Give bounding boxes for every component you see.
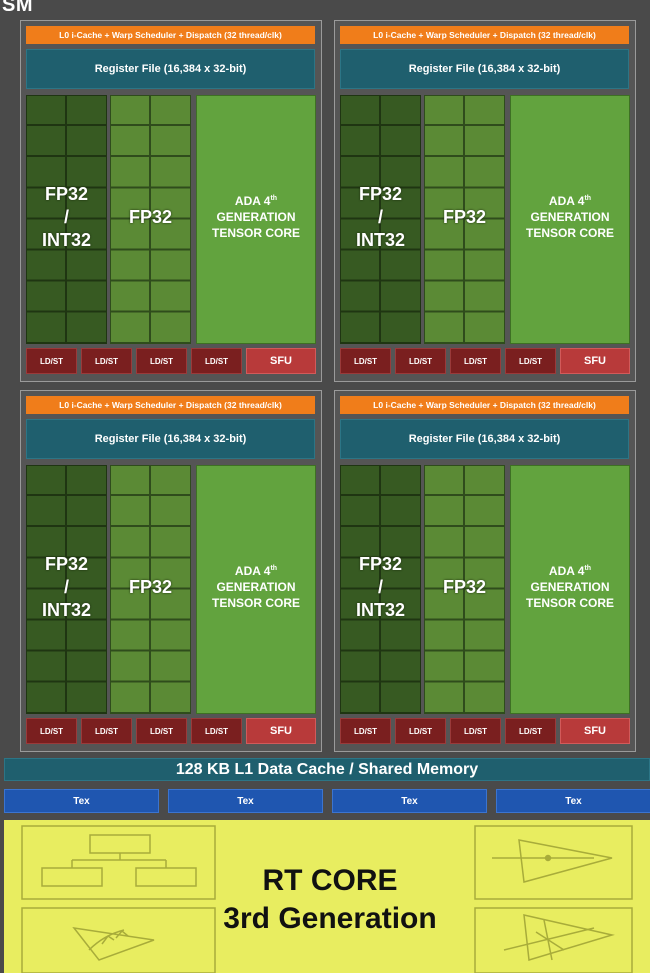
tensor-core-block xyxy=(510,465,630,714)
bvh-tree-panel xyxy=(21,825,216,900)
fp-int-line1: FP32 xyxy=(358,554,403,574)
icache-warp-scheduler-bar: L0 i-Cache + Warp Scheduler + Dispatch (… xyxy=(340,26,629,44)
fp-int-line1: FP32 xyxy=(44,184,89,204)
fp-int-line1: FP32 xyxy=(358,184,403,204)
ldst-unit: LD/ST xyxy=(26,348,77,374)
ldst-unit: LD/ST xyxy=(340,718,391,744)
register-file-block: Register File (16,384 x 32-bit) xyxy=(26,49,315,89)
tensor-line3: TENSOR CORE xyxy=(525,226,614,240)
tensor-line3: TENSOR CORE xyxy=(211,596,300,610)
tex-unit: Tex xyxy=(332,789,487,813)
processing-block-4: L0 i-Cache + Warp Scheduler + Dispatch (… xyxy=(334,390,636,752)
rt-core-title-line1: RT CORE xyxy=(262,864,398,897)
fp-int-line3: INT32 xyxy=(41,600,92,620)
tensor-line1: ADA 4th xyxy=(234,564,278,578)
icache-warp-scheduler-bar: L0 i-Cache + Warp Scheduler + Dispatch (… xyxy=(340,396,629,414)
ldst-unit: LD/ST xyxy=(395,718,446,744)
fp-int-line2: / xyxy=(63,577,69,597)
tensor-core-label: ADA 4th GENERATION TENSOR CORE xyxy=(510,563,630,611)
tensor-line2: GENERATION xyxy=(216,210,296,224)
ldst-unit: LD/ST xyxy=(81,348,132,374)
sfu-unit: SFU xyxy=(560,348,630,374)
tensor-core-block xyxy=(196,465,316,714)
fp32-int32-cores-grid xyxy=(340,95,421,344)
ldst-unit: LD/ST xyxy=(191,718,242,744)
ldst-unit: LD/ST xyxy=(136,348,187,374)
box-traversal-panel xyxy=(21,907,216,973)
tensor-core-label: ADA 4th GENERATION TENSOR CORE xyxy=(510,193,630,241)
tensor-core-label: ADA 4th GENERATION TENSOR CORE xyxy=(196,193,316,241)
fp-int-line1: FP32 xyxy=(44,554,89,574)
tex-unit: Tex xyxy=(168,789,323,813)
fp32-int32-cores-grid xyxy=(340,465,421,714)
rt-core-illustration xyxy=(21,825,633,973)
ldst-unit: LD/ST xyxy=(505,348,556,374)
fp32-cores-grid xyxy=(110,95,191,344)
icache-warp-scheduler-bar: L0 i-Cache + Warp Scheduler + Dispatch (… xyxy=(26,26,315,44)
tensor-line2: GENERATION xyxy=(530,580,610,594)
register-file-block: Register File (16,384 x 32-bit) xyxy=(340,49,629,89)
rt-core-region xyxy=(4,820,650,973)
ldst-unit: LD/ST xyxy=(450,718,501,744)
fp32-int32-label: FP32 / INT32 xyxy=(26,183,107,252)
processing-block-1: L0 i-Cache + Warp Scheduler + Dispatch (… xyxy=(20,20,322,382)
fp32-int32-cores-grid xyxy=(26,95,107,344)
tex-unit: Tex xyxy=(4,789,159,813)
ldst-unit: LD/ST xyxy=(81,718,132,744)
tensor-line2: GENERATION xyxy=(530,210,610,224)
fp32-label: FP32 xyxy=(442,577,487,597)
ldst-unit: LD/ST xyxy=(505,718,556,744)
ldst-unit: LD/ST xyxy=(395,348,446,374)
sfu-unit: SFU xyxy=(246,348,316,374)
tensor-line1: ADA 4th xyxy=(548,564,592,578)
processing-block-2: L0 i-Cache + Warp Scheduler + Dispatch (… xyxy=(334,20,636,382)
tensor-line2: GENERATION xyxy=(216,580,296,594)
tensor-line3: TENSOR CORE xyxy=(525,596,614,610)
triangle-intersection-panel xyxy=(474,907,633,973)
fp32-cores-grid xyxy=(424,465,505,714)
sfu-unit: SFU xyxy=(246,718,316,744)
fp-int-line2: / xyxy=(377,577,383,597)
l1-data-cache-bar: 128 KB L1 Data Cache / Shared Memory xyxy=(4,758,650,781)
tensor-core-label: ADA 4th GENERATION TENSOR CORE xyxy=(196,563,316,611)
fp-int-line2: / xyxy=(377,207,383,227)
fp32-int32-label: FP32 / INT32 xyxy=(26,553,107,622)
ray-triangle-panel xyxy=(474,825,633,900)
ldst-unit: LD/ST xyxy=(450,348,501,374)
fp32-label: FP32 xyxy=(128,577,173,597)
sfu-unit: SFU xyxy=(560,718,630,744)
fp32-int32-label: FP32 / INT32 xyxy=(340,183,421,252)
processing-block-3: L0 i-Cache + Warp Scheduler + Dispatch (… xyxy=(20,390,322,752)
sm-label: SM xyxy=(2,0,33,16)
tensor-core-block xyxy=(196,95,316,344)
register-file-block: Register File (16,384 x 32-bit) xyxy=(340,419,629,459)
fp32-label: FP32 xyxy=(128,207,173,227)
ldst-unit: LD/ST xyxy=(26,718,77,744)
ldst-unit: LD/ST xyxy=(191,348,242,374)
fp32-cores-grid xyxy=(424,95,505,344)
ldst-unit: LD/ST xyxy=(340,348,391,374)
tensor-line1: ADA 4th xyxy=(548,194,592,208)
fp32-int32-label: FP32 / INT32 xyxy=(340,553,421,622)
icache-warp-scheduler-bar: L0 i-Cache + Warp Scheduler + Dispatch (… xyxy=(26,396,315,414)
fp32-cores-grid xyxy=(110,465,191,714)
tensor-line3: TENSOR CORE xyxy=(211,226,300,240)
register-file-block: Register File (16,384 x 32-bit) xyxy=(26,419,315,459)
fp-int-line3: INT32 xyxy=(41,230,92,250)
tex-unit: Tex xyxy=(496,789,650,813)
fp32-int32-cores-grid xyxy=(26,465,107,714)
rt-core-title: RT CORE 3rd Generation xyxy=(200,862,460,938)
fp-int-line3: INT32 xyxy=(355,230,406,250)
fp32-label: FP32 xyxy=(442,207,487,227)
fp-int-line2: / xyxy=(63,207,69,227)
ldst-unit: LD/ST xyxy=(136,718,187,744)
tensor-line1: ADA 4th xyxy=(234,194,278,208)
tensor-core-block xyxy=(510,95,630,344)
fp-int-line3: INT32 xyxy=(355,600,406,620)
rt-core-title-line2: 3rd Generation xyxy=(223,902,437,935)
